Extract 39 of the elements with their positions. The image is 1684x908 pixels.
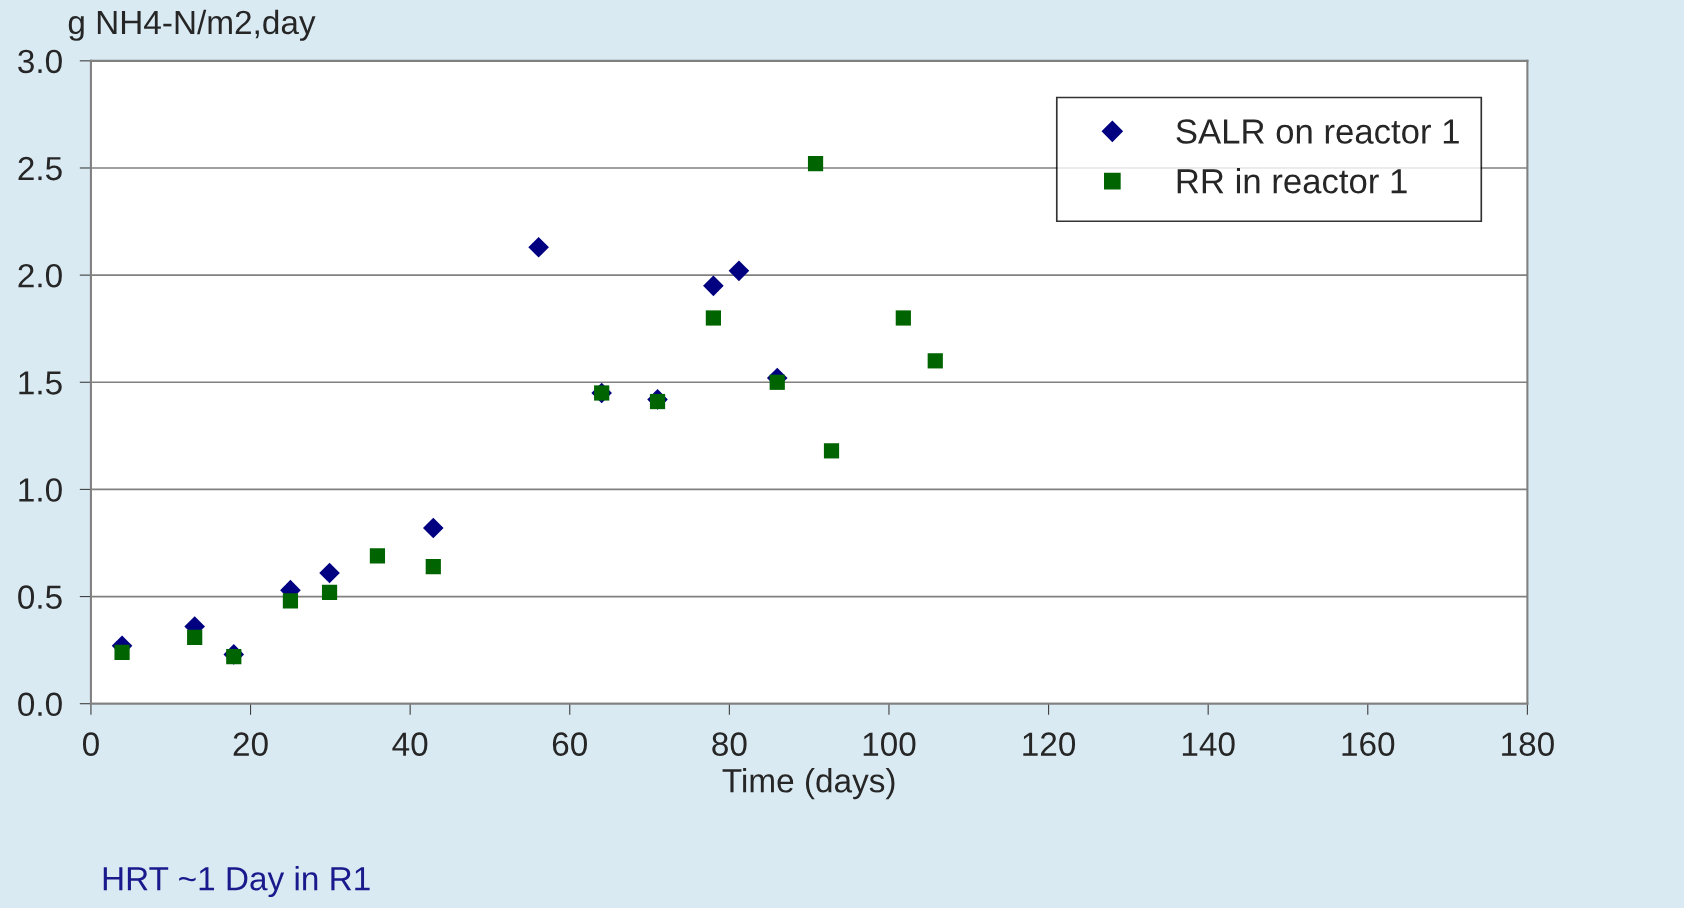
y-tick-label: 2.5 [18,156,62,181]
point [187,629,203,645]
y-axis-title: g NH4-N/m2,day [68,9,316,41]
point [422,517,444,539]
legend-label: RR in reactor 1 [1177,168,1407,194]
x-tick-label: 160 [1342,732,1395,756]
point [728,260,750,282]
point [282,593,299,609]
x-tick-label: 180 [1502,732,1554,756]
x-tick-label: 60 [552,732,587,756]
point [823,443,840,459]
y-tick-label: 1.0 [19,478,62,502]
x-tick-label: 100 [863,732,916,756]
point [321,584,338,600]
point [895,310,911,326]
y-tick-label: 0.0 [18,692,62,717]
y-tick-label: 3.0 [18,49,62,74]
point [703,275,724,297]
point [807,156,824,172]
x-tick-label: 0 [82,732,99,756]
x-tick-label: 80 [712,732,747,756]
point [319,562,340,584]
point [114,644,130,660]
point [528,236,549,258]
legend-label: SALR on reactor 1 [1176,119,1459,144]
point [769,374,785,390]
x-tick-label: 20 [233,732,268,756]
y-tick-label: 2.0 [18,263,62,288]
text: HRT ~1 Day in R1 [103,866,370,898]
x-tick-label: 120 [1023,732,1076,756]
point [927,353,943,369]
point [705,310,722,326]
x-tick-label: 140 [1182,732,1235,756]
x-axis-title: Time (days) [722,768,895,800]
point [369,548,386,564]
x-tick-label: 40 [392,732,428,756]
point [425,558,441,575]
y-tick-label: 1.5 [19,371,62,395]
y-tick-label: 0.5 [18,585,62,609]
